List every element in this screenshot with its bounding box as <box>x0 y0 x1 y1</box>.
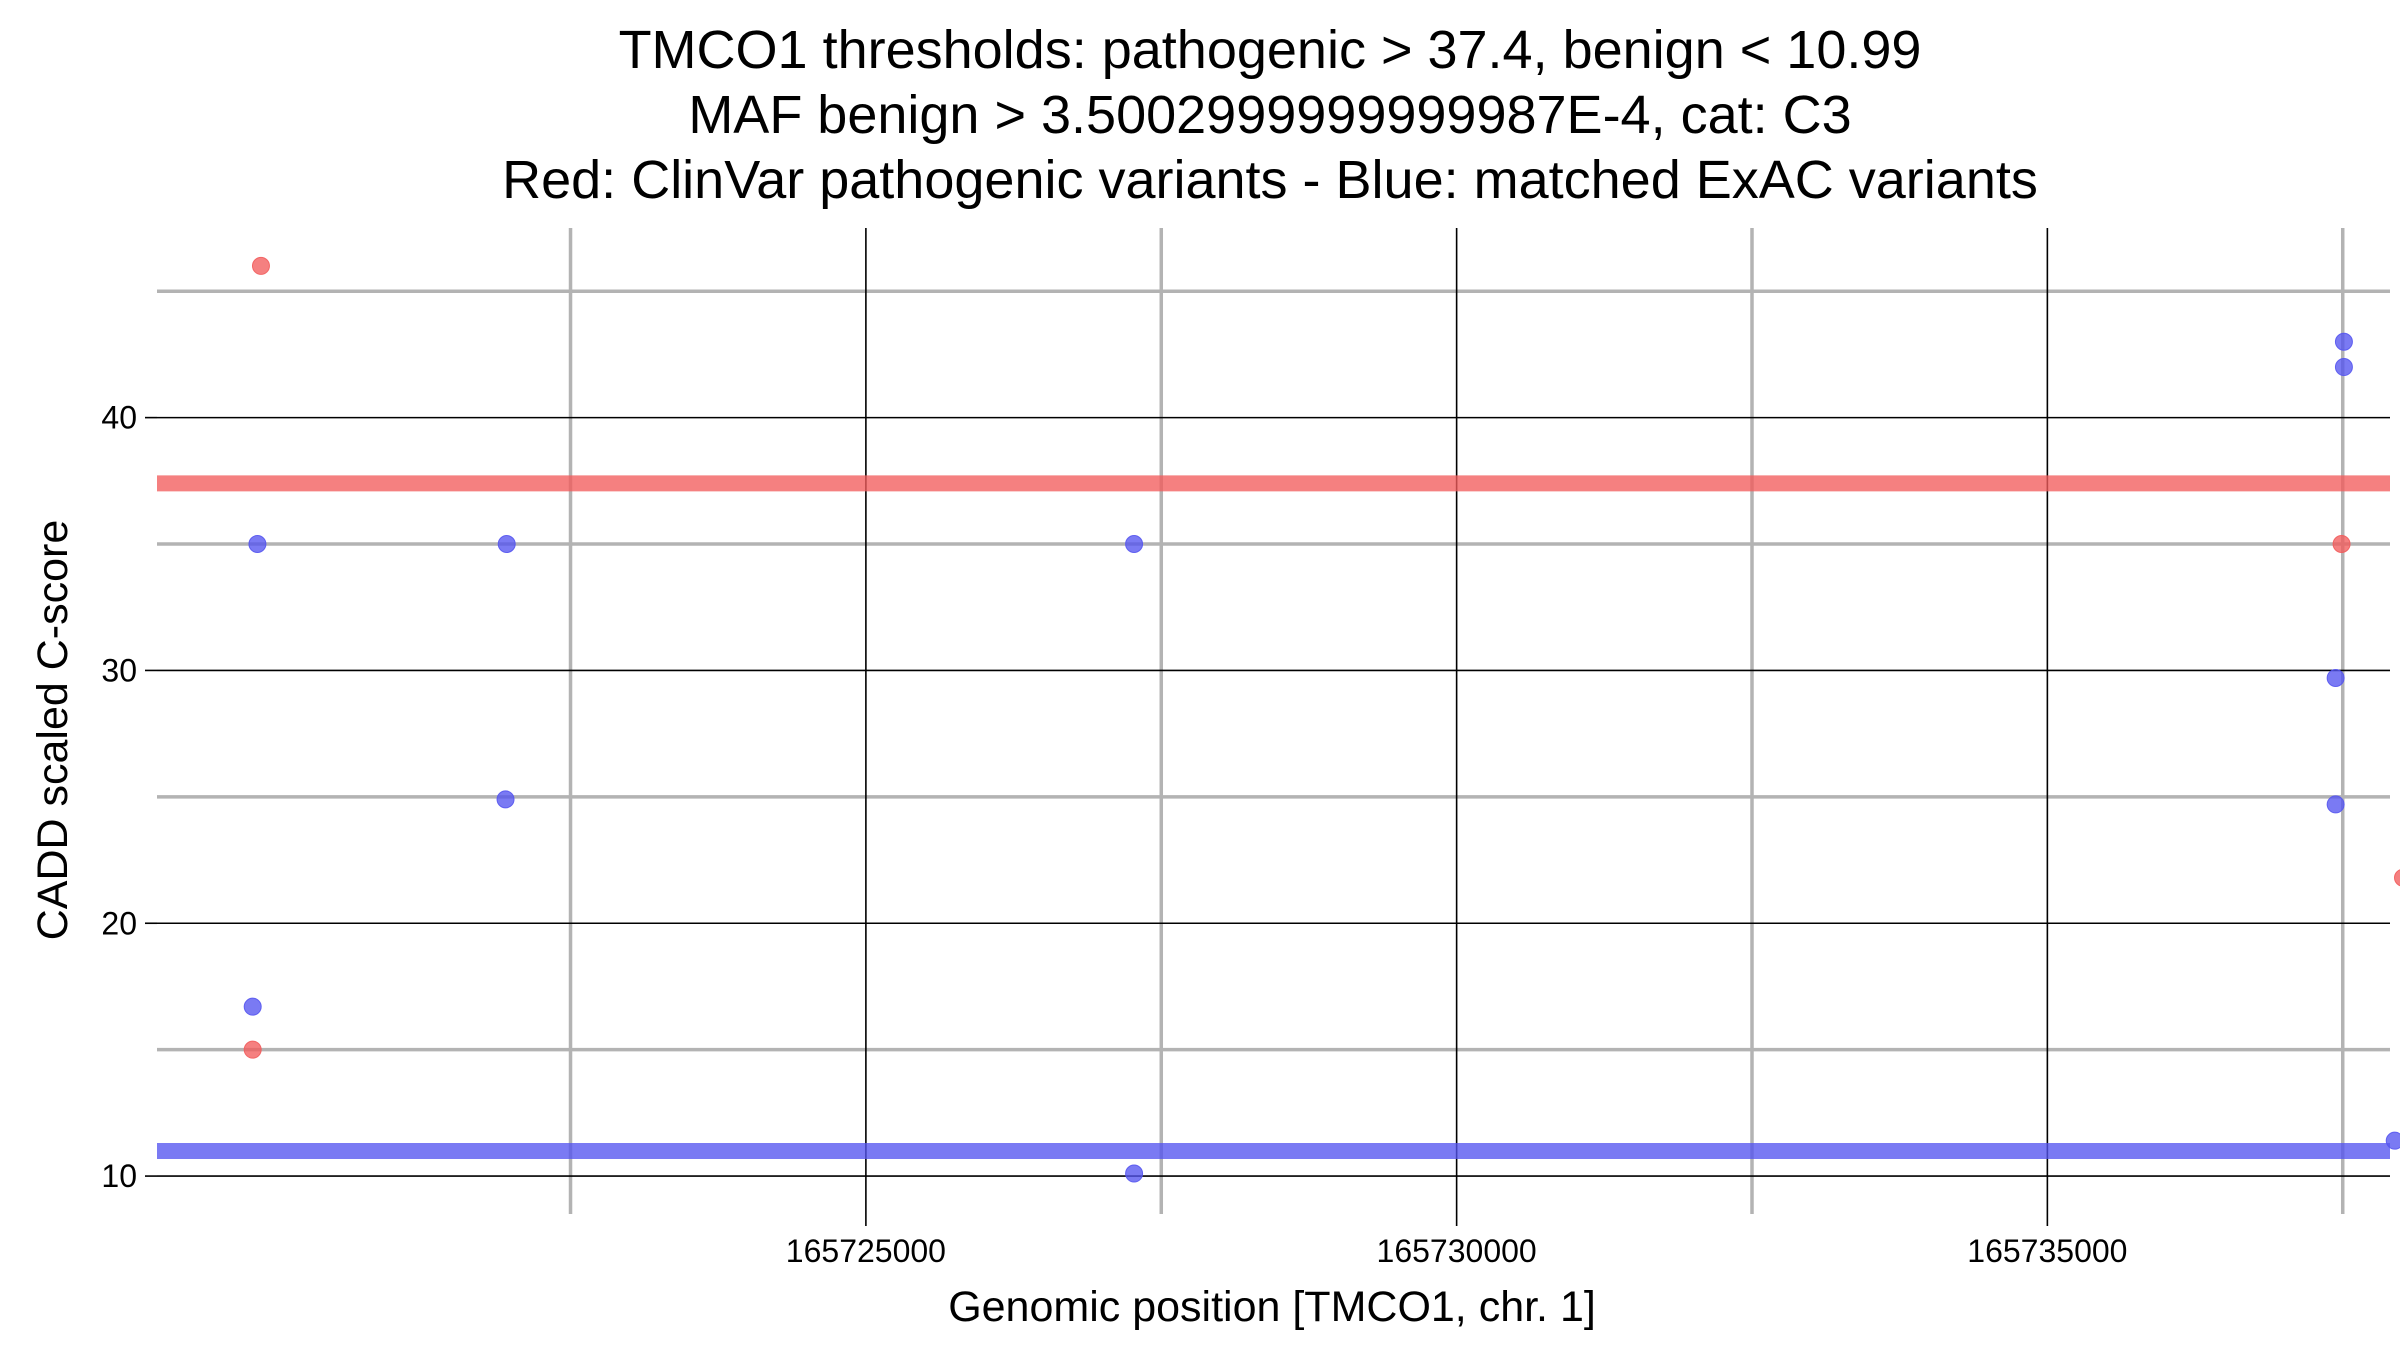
y-tick-label: 10 <box>101 1158 137 1194</box>
pathogenic-point <box>2393 869 2400 887</box>
benign-point <box>1125 535 1144 554</box>
chart-title-line-2: MAF benign > 3.5002999999999987E-4, cat:… <box>688 85 1851 145</box>
pathogenic-point <box>2332 535 2351 554</box>
benign-point <box>2334 358 2353 377</box>
chart-title-line-1: TMCO1 thresholds: pathogenic > 37.4, ben… <box>619 20 1922 80</box>
data-points <box>243 256 2400 1183</box>
x-tick-label: 165725000 <box>786 1233 946 1269</box>
y-tick-label: 40 <box>101 400 137 436</box>
x-axis-title: Genomic position [TMCO1, chr. 1] <box>948 1283 1596 1331</box>
y-axis-title: CADD scaled C-score <box>29 520 77 941</box>
x-tick-label: 165735000 <box>1967 1233 2127 1269</box>
benign-point <box>1125 1164 1144 1183</box>
y-tick-label: 30 <box>101 652 137 688</box>
benign-point <box>2334 332 2353 351</box>
tick-labels: 10 20 30 40 165725000 165730000 165735000 <box>101 400 2127 1269</box>
benign-point <box>2326 669 2345 688</box>
pathogenic-point <box>251 256 270 275</box>
gridlines <box>157 228 2390 1214</box>
benign-point <box>2385 1131 2400 1150</box>
benign-point <box>248 535 267 554</box>
benign-point <box>497 535 516 554</box>
benign-point <box>496 790 515 809</box>
benign-point <box>243 997 262 1016</box>
chart-title-line-3: Red: ClinVar pathogenic variants - Blue:… <box>502 150 2038 210</box>
y-tick-label: 20 <box>101 905 137 941</box>
benign-point <box>2326 795 2345 814</box>
chart-title: TMCO1 thresholds: pathogenic > 37.4, ben… <box>502 20 2038 210</box>
x-tick-label: 165730000 <box>1377 1233 1537 1269</box>
pathogenic-point <box>243 1040 262 1059</box>
threshold-lines <box>157 475 2390 1160</box>
